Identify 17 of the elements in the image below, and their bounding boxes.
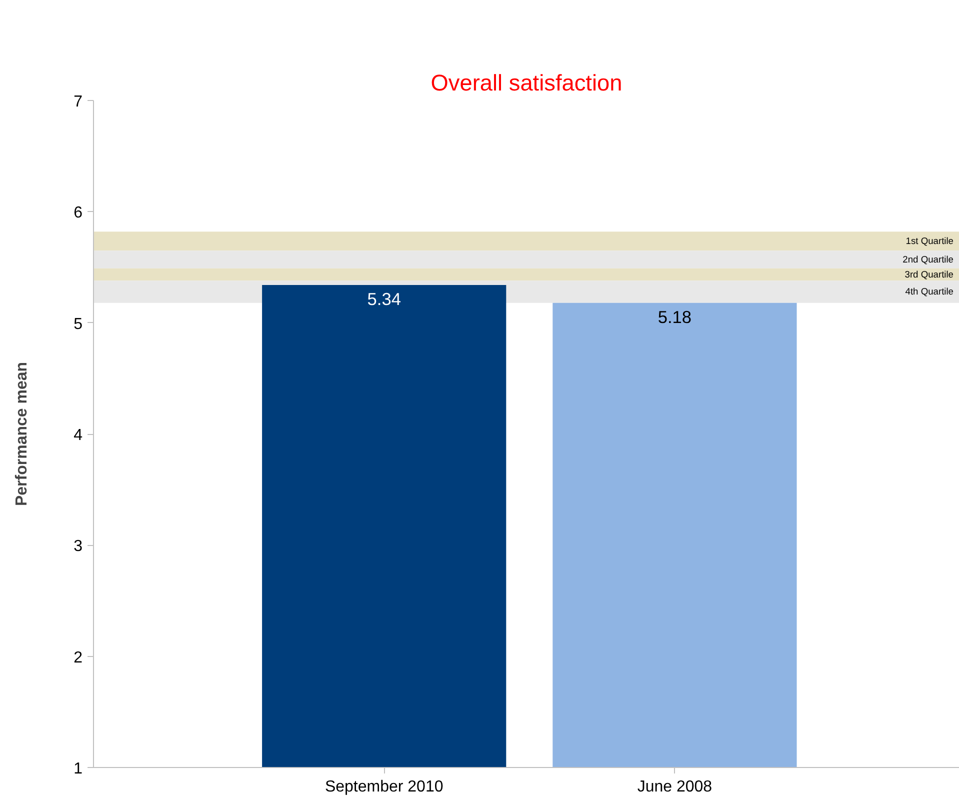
x-tick-label: June 2008 (637, 778, 712, 796)
data-label: 5.18 (658, 306, 692, 327)
data-label: 5.34 (367, 289, 402, 310)
y-tick-label: 6 (74, 204, 83, 222)
y-tick-label: 5 (74, 316, 83, 333)
x-tick-label: September 2010 (324, 778, 444, 796)
y-tick-label: 7 (74, 94, 83, 110)
y-tick-label: 2 (74, 649, 83, 666)
y-axis-title: Performance mean (14, 362, 31, 506)
y-tick-label: 4 (74, 427, 83, 444)
band-label: 2nd Quartile (902, 254, 954, 264)
y-tick-label: 1 (74, 760, 83, 778)
band-label: 4th Quartile (905, 286, 954, 297)
band-label: 1st Quartile (906, 236, 954, 246)
chart-title: Overall satisfaction (430, 70, 622, 96)
y-tick-label: 3 (74, 538, 83, 556)
band-label: 3rd Quartile (904, 269, 954, 280)
